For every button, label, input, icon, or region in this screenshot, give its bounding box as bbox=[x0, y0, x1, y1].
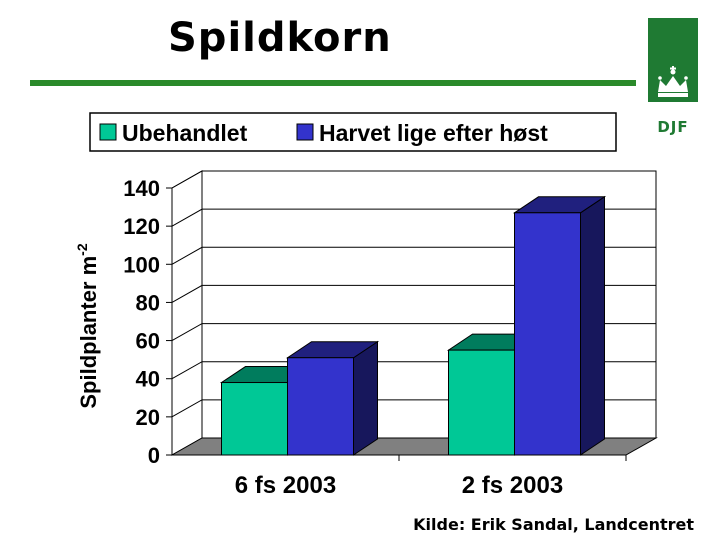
y-tick-label: 40 bbox=[136, 367, 160, 392]
slide-title: Spildkorn bbox=[168, 15, 392, 61]
y-tick-label: 120 bbox=[123, 214, 160, 239]
legend-box bbox=[89, 112, 617, 152]
legend-swatch bbox=[99, 123, 117, 141]
gridline bbox=[171, 170, 656, 189]
source-note: Kilde: Erik Sandal, Landcentret bbox=[413, 515, 694, 534]
bar-side bbox=[353, 340, 378, 456]
y-axis-label: Spildplanter m-2 bbox=[74, 243, 101, 408]
y-axis-label-text: Spildplanter m bbox=[76, 256, 101, 409]
gridline bbox=[171, 323, 656, 342]
bar bbox=[448, 349, 515, 456]
djf-logo bbox=[648, 18, 698, 102]
x-tick-label: 2 fs 2003 bbox=[462, 472, 563, 499]
bar bbox=[514, 212, 581, 456]
bar-side bbox=[580, 195, 605, 456]
chart-legend: Ubehandlet Harvet lige efter høst bbox=[89, 112, 617, 152]
y-axis-label-exponent: -2 bbox=[74, 243, 90, 256]
legend-label: Ubehandlet bbox=[122, 120, 248, 146]
y-tick-label: 100 bbox=[123, 252, 160, 277]
x-tick-label: 6 fs 2003 bbox=[235, 472, 336, 499]
plot-area: 0 20 40 60 80 100 120 140 6 fs 2003 2 fs 2003 bbox=[123, 170, 658, 499]
crown-icon bbox=[658, 66, 688, 97]
logo-text: DJF bbox=[657, 118, 689, 136]
bar bbox=[221, 382, 288, 456]
y-tick-label: 0 bbox=[148, 443, 160, 468]
side-wall bbox=[171, 170, 203, 456]
gridline bbox=[171, 246, 656, 265]
y-tick-label: 20 bbox=[136, 405, 160, 430]
legend-swatch bbox=[296, 123, 314, 141]
y-tick-label: 60 bbox=[136, 329, 160, 354]
y-tick-label: 140 bbox=[123, 176, 160, 201]
y-tick-label: 80 bbox=[136, 290, 160, 315]
gridline bbox=[171, 284, 656, 303]
title-rule bbox=[30, 80, 636, 86]
bar bbox=[287, 357, 354, 456]
legend-label: Harvet lige efter høst bbox=[319, 120, 548, 146]
gridline bbox=[171, 208, 656, 227]
